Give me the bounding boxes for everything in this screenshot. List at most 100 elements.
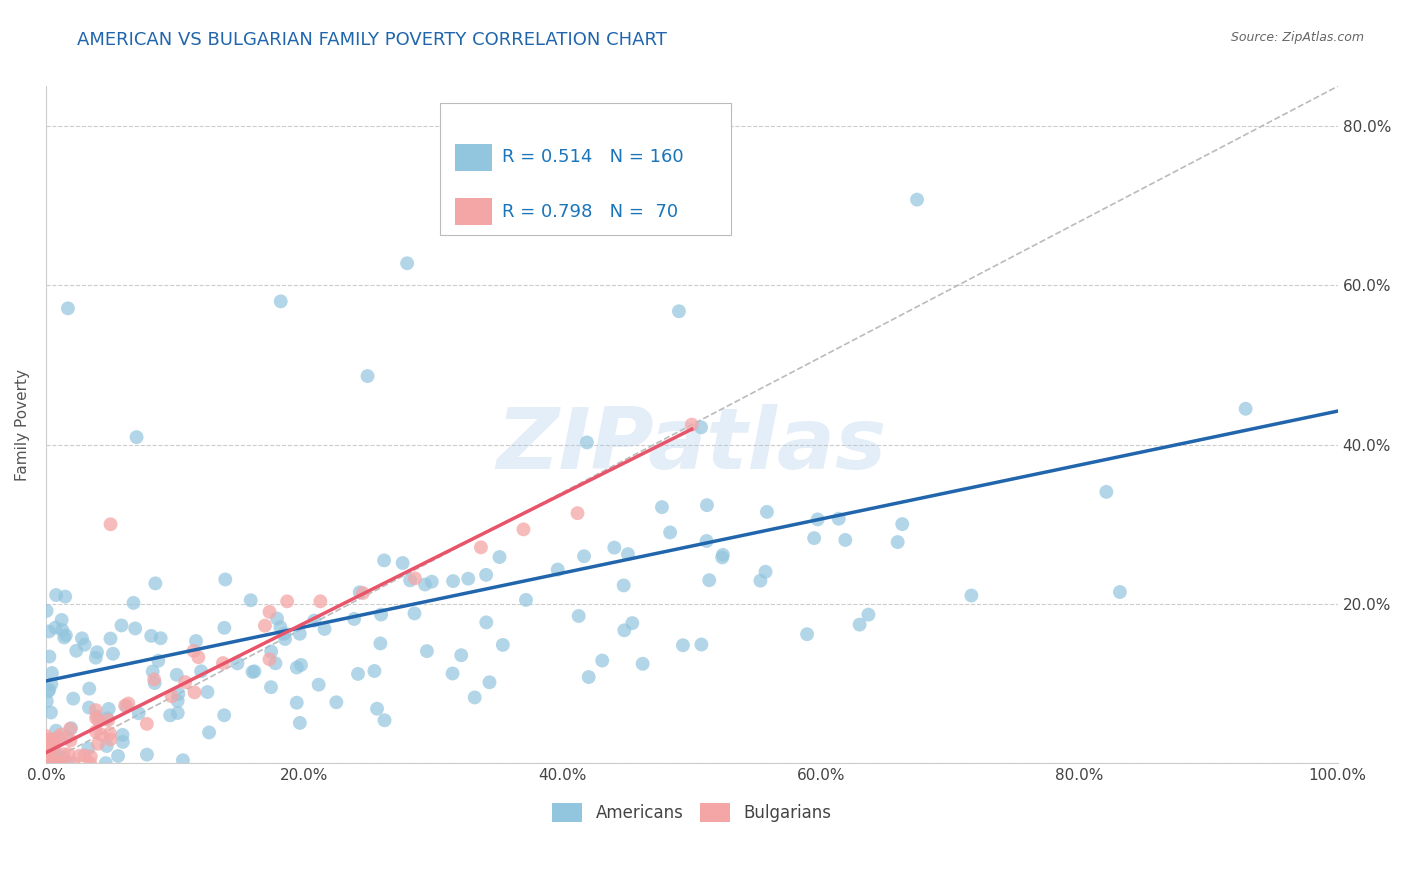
Point [35, 748, 58, 763]
Point [183, 644, 205, 658]
Point [621, 616, 644, 631]
Point [167, 687, 190, 701]
Point [347, 666, 370, 681]
Point [285, 660, 308, 674]
Point [37, 684, 59, 698]
Point [49, 756, 72, 771]
Text: AMERICAN VS BULGARIAN FAMILY POVERTY CORRELATION CHART: AMERICAN VS BULGARIAN FAMILY POVERTY COR… [77, 31, 668, 49]
Point [441, 666, 464, 681]
Point [148, 654, 170, 668]
Point [77, 741, 100, 756]
Point [285, 696, 308, 710]
Point [266, 611, 288, 625]
Point [441, 574, 464, 588]
Point [70, 632, 93, 646]
Point [309, 594, 332, 608]
Point [478, 675, 501, 690]
Point [55, 731, 77, 745]
Point [166, 706, 188, 720]
Point [86, 645, 108, 659]
Point [98, 726, 121, 740]
Point [613, 624, 636, 638]
Point [37, 756, 59, 771]
Point [413, 577, 436, 591]
Point [273, 627, 295, 641]
Point [796, 627, 818, 641]
Point [37, 732, 59, 747]
Point [755, 505, 778, 519]
Point [308, 678, 330, 692]
Point [86, 709, 108, 723]
Point [135, 717, 157, 731]
Point [45, 723, 67, 738]
Point [214, 621, 236, 635]
Point [84, 711, 107, 725]
Point [124, 622, 146, 636]
Point [84, 703, 107, 717]
Point [49, 727, 72, 741]
Point [891, 517, 914, 532]
Point [42, 735, 65, 749]
Point [80, 749, 103, 764]
Point [404, 571, 426, 585]
Point [59, 722, 82, 736]
Point [90, 728, 112, 742]
Point [35, 753, 58, 767]
Point [668, 304, 690, 318]
Point [38, 624, 60, 639]
Point [450, 648, 472, 663]
Point [35, 746, 58, 760]
Point [697, 573, 720, 587]
Point [183, 685, 205, 699]
Point [260, 680, 283, 694]
Point [512, 522, 534, 536]
Point [101, 647, 124, 661]
Point [749, 574, 772, 588]
Text: R = 0.798   N =  70: R = 0.798 N = 70 [502, 202, 678, 220]
Point [35, 756, 58, 771]
Point [39, 736, 62, 750]
Point [107, 749, 129, 764]
Point [416, 644, 439, 658]
Point [62, 691, 84, 706]
Point [77, 700, 100, 714]
Point [212, 708, 235, 723]
Point [374, 713, 396, 727]
Point [567, 506, 589, 520]
Point [96, 739, 118, 753]
Point [1234, 401, 1257, 416]
FancyBboxPatch shape [440, 103, 731, 235]
Point [166, 694, 188, 708]
Point [172, 753, 194, 767]
Point [696, 498, 718, 512]
Point [253, 618, 276, 632]
Point [631, 657, 654, 671]
Point [488, 549, 510, 564]
Point [48, 756, 70, 771]
Point [197, 685, 219, 699]
Point [288, 627, 311, 641]
Point [41, 751, 63, 765]
Point [35, 737, 58, 751]
Legend: Americans, Bulgarians: Americans, Bulgarians [553, 803, 831, 822]
Point [41, 756, 63, 771]
Point [114, 698, 136, 713]
Point [38, 649, 60, 664]
Point [314, 622, 336, 636]
Point [572, 549, 595, 564]
Point [51, 623, 73, 637]
Point [87, 714, 110, 728]
Point [52, 747, 75, 762]
Point [143, 576, 166, 591]
Point [242, 665, 264, 679]
Point [149, 631, 172, 645]
Point [905, 193, 928, 207]
Point [67, 748, 90, 763]
Point [117, 697, 139, 711]
Point [828, 512, 851, 526]
Point [269, 620, 291, 634]
Point [111, 735, 134, 749]
Point [77, 681, 100, 696]
Point [122, 596, 145, 610]
Point [404, 607, 426, 621]
